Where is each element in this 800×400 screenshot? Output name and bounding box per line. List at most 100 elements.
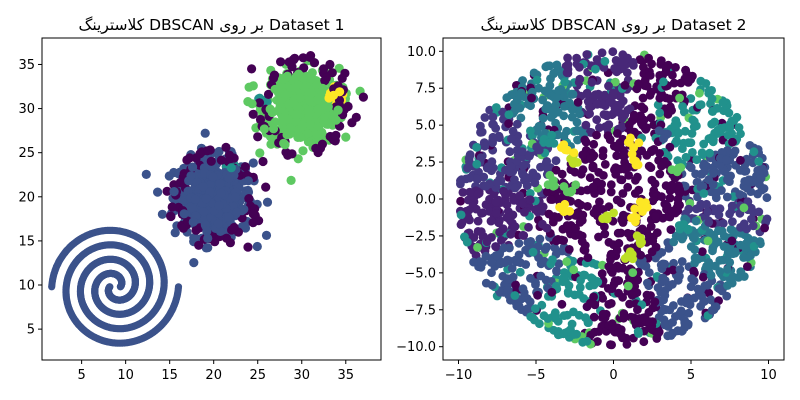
scatter-point <box>515 103 525 113</box>
scatter-point <box>558 205 568 215</box>
scatter-point <box>262 197 273 207</box>
scatter-point <box>313 105 323 115</box>
scatter-point <box>518 147 527 157</box>
scatter-point <box>669 237 679 247</box>
scatter-point <box>324 93 334 103</box>
scatter-point <box>732 112 742 122</box>
scatter-point <box>565 98 574 108</box>
scatter-point <box>626 133 635 143</box>
scatter-point-noise <box>248 209 258 219</box>
scatter-point-noise <box>586 154 595 164</box>
scatter-point <box>224 173 234 183</box>
y-tick-label: 25 <box>18 146 35 161</box>
scatter-point <box>243 187 254 197</box>
scatter-point <box>677 257 687 266</box>
scatter-point <box>547 130 557 140</box>
scatter-point <box>653 283 663 293</box>
scatter-point-noise <box>571 223 580 233</box>
scatter-point <box>188 162 198 172</box>
scatter-point <box>580 270 590 280</box>
scatter-point <box>654 126 664 136</box>
scatter-point <box>620 80 630 90</box>
scatter-point <box>508 272 518 282</box>
scatter-point-noise <box>589 139 599 149</box>
scatter-point <box>760 223 769 233</box>
scatter-point <box>531 280 540 290</box>
scatter-point <box>722 155 731 165</box>
scatter-point <box>494 218 504 228</box>
scatter-point <box>668 265 678 275</box>
scatter-point-noise <box>585 173 595 183</box>
scatter-point <box>282 130 292 140</box>
scatter-point-noise <box>258 156 268 167</box>
scatter-point <box>680 318 690 328</box>
scatter-point <box>214 201 224 211</box>
scatter-point-noise <box>298 53 308 63</box>
scatter-point-noise <box>299 63 309 73</box>
y-tick-label: −5.0 <box>404 266 436 281</box>
scatter-point-noise <box>564 245 574 254</box>
scatter-point <box>205 180 215 190</box>
scatter-point <box>713 125 723 135</box>
scatter-point <box>627 149 637 159</box>
scatter-point <box>598 309 608 319</box>
scatter-point-noise <box>616 198 626 208</box>
scatter-point <box>516 258 525 267</box>
scatter-point <box>633 305 642 315</box>
scatter-point <box>292 110 302 120</box>
scatter-point <box>636 239 645 249</box>
scatter-point-noise <box>305 52 315 63</box>
scatter-point-noise <box>185 153 195 163</box>
scatter-point <box>724 108 734 118</box>
scatter-point <box>48 283 56 291</box>
scatter-point <box>664 244 674 253</box>
scatter-point <box>481 251 491 261</box>
scatter-point <box>472 142 481 152</box>
y-tick-label: 5 <box>27 323 35 338</box>
scatter-point-noise <box>162 186 172 196</box>
scatter-point <box>668 318 677 327</box>
scatter-point <box>456 179 465 189</box>
scatter-point-noise <box>562 221 572 230</box>
scatter-point-noise <box>284 57 294 67</box>
scatter-point <box>305 96 315 106</box>
scatter-point <box>563 60 573 69</box>
x-tick-label: 25 <box>249 368 266 383</box>
scatter-point <box>491 209 501 218</box>
scatter-point <box>465 187 475 197</box>
scatter-point <box>667 106 676 115</box>
scatter-point <box>699 297 708 307</box>
scatter-point <box>643 278 652 288</box>
scatter-point <box>608 91 618 101</box>
scatter-point <box>473 243 482 252</box>
scatter-point <box>305 73 315 83</box>
scatter-point <box>599 110 609 119</box>
scatter-point-noise <box>573 198 583 208</box>
scatter-point-noise <box>633 172 642 182</box>
scatter-point-noise <box>337 73 347 83</box>
scatter-point <box>706 271 716 280</box>
scatter-point-noise <box>544 209 554 219</box>
scatter-point-noise <box>315 143 326 153</box>
scatter-point <box>725 123 735 133</box>
scatter-point <box>692 155 702 165</box>
scatter-point <box>282 71 292 81</box>
scatter-point-noise <box>599 171 608 180</box>
scatter-point <box>573 97 583 107</box>
scatter-point <box>474 167 483 177</box>
scatter-point <box>213 219 223 229</box>
scatter-point <box>715 160 725 170</box>
scatter-point <box>574 310 584 320</box>
scatter-point <box>600 214 610 223</box>
scatter-point <box>477 208 486 218</box>
scatter-point <box>730 146 740 156</box>
scatter-point <box>655 93 665 103</box>
scatter-point <box>695 100 705 110</box>
scatter-point <box>635 55 645 65</box>
scatter-point <box>547 287 557 297</box>
scatter-point <box>595 123 604 133</box>
scatter-point <box>748 221 758 231</box>
scatter-point <box>625 299 634 309</box>
scatter-point-noise <box>623 228 633 238</box>
scatter-point <box>505 167 515 177</box>
